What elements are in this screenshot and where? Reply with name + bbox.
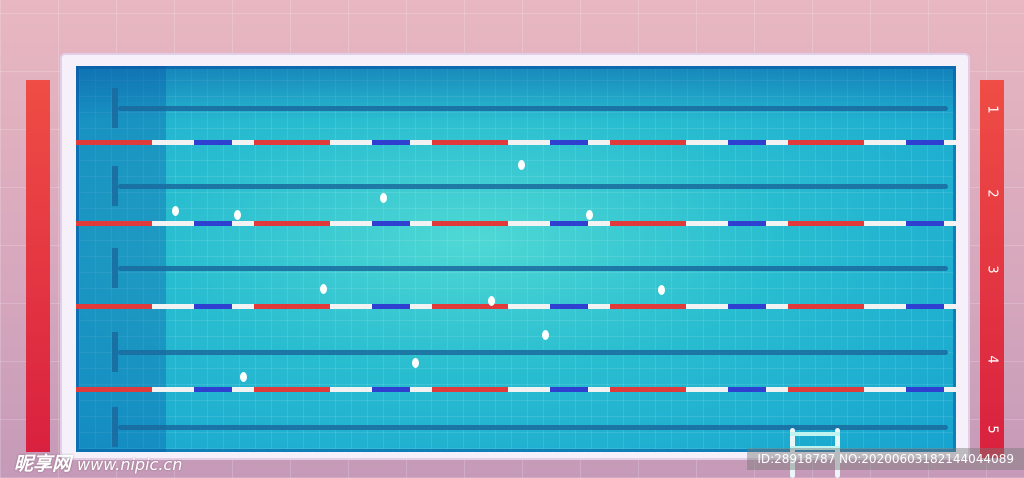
lane-rope (76, 221, 956, 226)
lane-rope (76, 304, 956, 309)
lane-line (118, 425, 948, 430)
water-sparkle (234, 210, 241, 220)
pool-water (76, 66, 956, 452)
lane-line (118, 266, 948, 271)
watermark-id: ID:28918787 NO:20200603182144044089 (747, 448, 1024, 470)
water-sparkle (320, 284, 327, 294)
lane-line-end (112, 332, 118, 372)
pool-ladder (790, 428, 840, 478)
lane-rope (76, 140, 956, 145)
water-sparkle (488, 296, 495, 306)
water-sparkle (240, 372, 247, 382)
water-sparkle (542, 330, 549, 340)
watermark-site: www.nipic.cn (77, 455, 183, 474)
watermark-logo-text: 昵享网 (14, 453, 72, 475)
pool-top-shadow (76, 66, 956, 121)
left-lane-marker (26, 80, 50, 452)
water-sparkle (412, 358, 419, 368)
lane-line-end (112, 88, 118, 128)
lane-number: 5 (984, 425, 1000, 434)
lane-number: 4 (984, 355, 1000, 364)
water-sparkle (172, 206, 179, 216)
water-sparkle (518, 160, 525, 170)
lane-line (118, 184, 948, 189)
pool-shadow (76, 66, 166, 452)
lane-line (118, 106, 948, 111)
water-sparkle (586, 210, 593, 220)
watermark-logo: 昵享网 www.nipic.cn (14, 449, 182, 476)
lane-number: 2 (984, 189, 1000, 198)
lane-line (118, 350, 948, 355)
lane-rope (76, 387, 956, 392)
right-lane-marker: 1 2 3 4 5 (980, 80, 1004, 458)
lane-number: 1 (984, 105, 1000, 114)
water-sparkle (658, 285, 665, 295)
water-sparkle (380, 193, 387, 203)
lane-line-end (112, 248, 118, 288)
lane-line-end (112, 407, 118, 447)
lane-line-end (112, 166, 118, 206)
lane-number: 3 (984, 265, 1000, 274)
